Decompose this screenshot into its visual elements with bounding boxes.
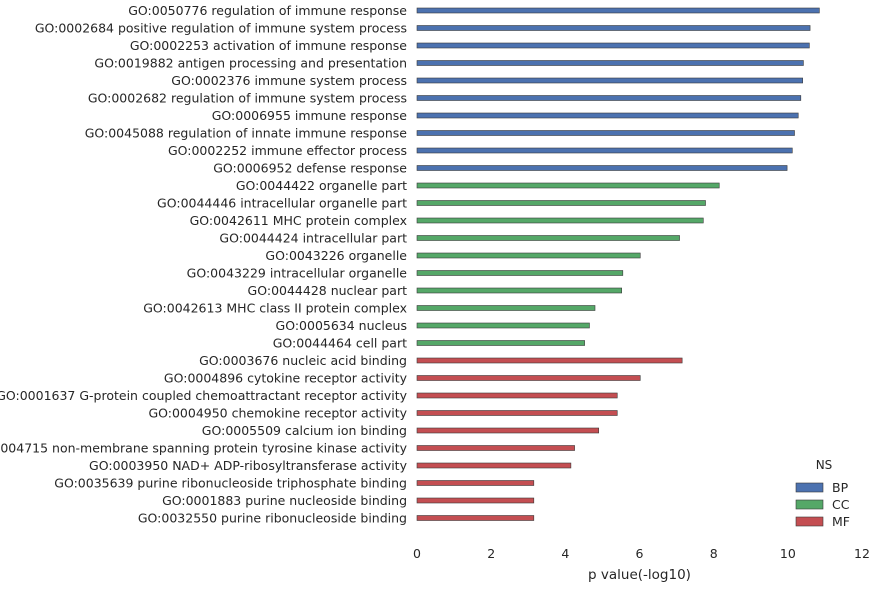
category-label: GO:0006952 defense response bbox=[213, 161, 407, 176]
category-label: GO:0002682 regulation of immune system p… bbox=[88, 91, 407, 106]
category-label: GO:0003676 nucleic acid binding bbox=[199, 353, 407, 368]
x-axis-label: p value(-log10) bbox=[588, 567, 691, 583]
bar-cc bbox=[416, 252, 641, 259]
bar-mf bbox=[416, 427, 600, 434]
bar-mf bbox=[416, 375, 641, 381]
legend-label-mf: MF bbox=[832, 514, 850, 529]
legend-title: NS bbox=[816, 458, 833, 472]
x-tick-label: 2 bbox=[487, 546, 495, 561]
x-tick-label: 6 bbox=[636, 546, 644, 561]
x-tick-label: 0 bbox=[413, 546, 421, 561]
bar-bp bbox=[416, 165, 788, 171]
bar-bp bbox=[416, 95, 802, 101]
category-label: GO:0005509 calcium ion binding bbox=[202, 423, 407, 438]
bar-bp bbox=[416, 7, 820, 14]
bar-cc bbox=[416, 270, 624, 276]
category-label: GO:0044424 intracellular part bbox=[219, 231, 407, 246]
bar-cc bbox=[416, 217, 704, 224]
legend-label-bp: BP bbox=[832, 480, 849, 495]
bar-mf bbox=[416, 392, 618, 399]
bar-cc bbox=[416, 182, 720, 189]
bar-cc bbox=[416, 287, 622, 294]
x-tick-label: 8 bbox=[710, 546, 718, 561]
bar-cc bbox=[416, 322, 590, 329]
category-label: GO:0044464 cell part bbox=[273, 336, 407, 351]
x-tick-label: 12 bbox=[854, 546, 870, 561]
legend: NS BP CC MF bbox=[795, 458, 850, 529]
category-label: GO:0002684 positive regulation of immune… bbox=[35, 21, 407, 36]
category-label: GO:0001883 purine nucleoside binding bbox=[162, 493, 407, 508]
bar-bp bbox=[416, 60, 804, 66]
legend-label-cc: CC bbox=[832, 497, 850, 512]
bar-mf bbox=[416, 357, 683, 364]
category-label: GO:0005634 nucleus bbox=[276, 318, 407, 333]
category-label: GO:0044446 intracellular organelle part bbox=[157, 196, 407, 211]
bar-cc bbox=[416, 305, 596, 311]
category-label: GO:0006955 immune response bbox=[212, 108, 408, 123]
category-label: GO:0043226 organelle bbox=[265, 248, 407, 263]
legend-swatch-bp bbox=[795, 482, 824, 493]
category-label: GO:0004715 non-membrane spanning protein… bbox=[0, 441, 408, 456]
bar-mf bbox=[416, 480, 535, 486]
category-labels: GO:0050776 regulation of immune response… bbox=[0, 3, 408, 526]
bar-bp bbox=[416, 130, 795, 136]
bar-mf bbox=[416, 497, 535, 504]
category-label: GO:0004950 chemokine receptor activity bbox=[148, 406, 407, 421]
category-label: GO:0042611 MHC protein complex bbox=[190, 213, 407, 228]
bars-layer bbox=[416, 7, 820, 521]
category-label: GO:0045088 regulation of innate immune r… bbox=[85, 126, 408, 141]
x-tick-label: 10 bbox=[780, 546, 796, 561]
bar-cc bbox=[416, 235, 680, 241]
x-tick-labels: 0 2 4 6 8 10 12 bbox=[413, 546, 870, 561]
legend-swatch-mf bbox=[795, 516, 824, 527]
bar-cc bbox=[416, 340, 585, 346]
bar-bp bbox=[416, 77, 803, 84]
bar-mf bbox=[416, 462, 572, 469]
category-label: GO:0032550 purine ribonucleoside binding bbox=[138, 511, 407, 526]
category-label: GO:0019882 antigen processing and presen… bbox=[94, 56, 407, 71]
category-label: GO:0001637 G-protein coupled chemoattrac… bbox=[0, 388, 408, 403]
category-label: GO:0044428 nuclear part bbox=[248, 283, 408, 298]
bar-cc bbox=[416, 200, 706, 206]
category-label: GO:0042613 MHC class II protein complex bbox=[143, 301, 407, 316]
category-label: GO:0050776 regulation of immune response bbox=[128, 3, 407, 18]
category-label: GO:0035639 purine ribonucleoside triphos… bbox=[54, 476, 407, 491]
bar-mf bbox=[416, 410, 618, 416]
bar-mf bbox=[416, 445, 575, 451]
category-label: GO:0044422 organelle part bbox=[236, 178, 407, 193]
category-label: GO:0043229 intracellular organelle bbox=[187, 266, 408, 281]
legend-swatch-cc bbox=[795, 499, 824, 510]
category-label: GO:0002253 activation of immune response bbox=[130, 38, 407, 53]
category-label: GO:0003950 NAD+ ADP-ribosyltransferase a… bbox=[89, 458, 408, 473]
category-label: GO:0002376 immune system process bbox=[171, 73, 407, 88]
category-label: GO:0002252 immune effector process bbox=[168, 143, 407, 158]
bar-bp bbox=[416, 147, 793, 154]
bar-bp bbox=[416, 42, 810, 49]
x-tick-label: 4 bbox=[561, 546, 569, 561]
bar-bp bbox=[416, 25, 811, 31]
bar-bp bbox=[416, 112, 799, 119]
category-label: GO:0004896 cytokine receptor activity bbox=[164, 371, 408, 386]
bar-mf bbox=[416, 515, 535, 521]
